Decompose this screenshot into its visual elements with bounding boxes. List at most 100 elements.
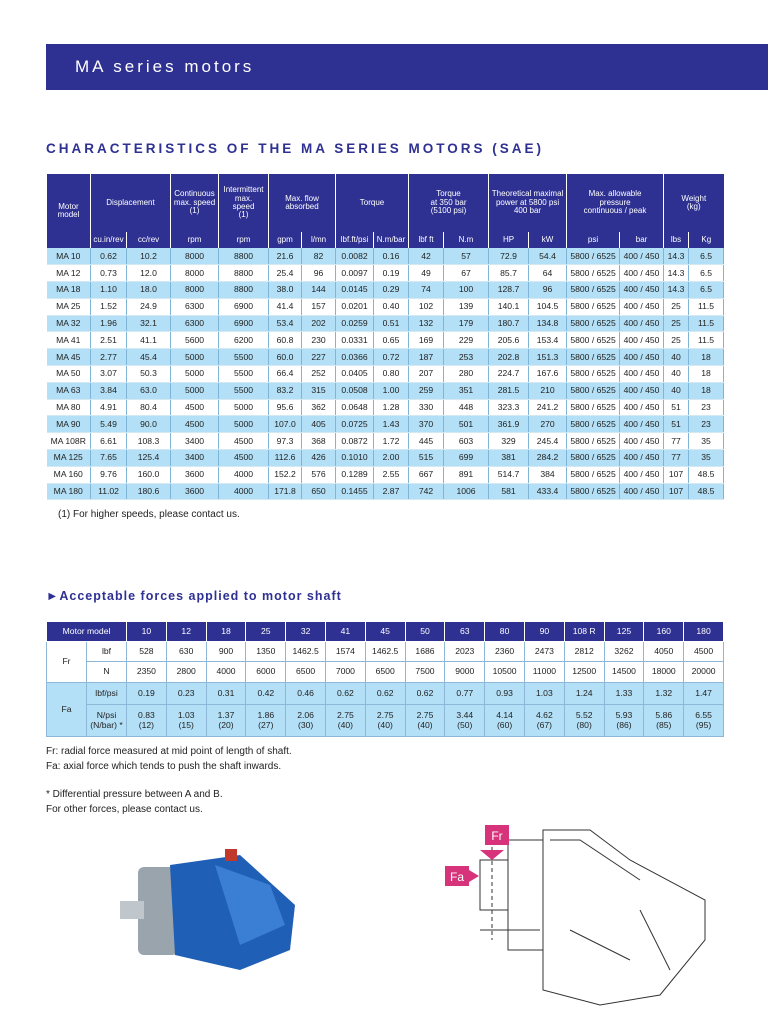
data-row: MA 80 4.91 80.4 4500 5000 95.6 362 0.0648 1.28 33… (46, 399, 725, 417)
cell: 6300 (170, 315, 219, 333)
cell: 32.1 (126, 315, 171, 333)
cell: 80.4 (126, 399, 171, 417)
cell: 38.0 (268, 281, 302, 299)
cell: 0.19 (126, 682, 167, 705)
cell: 1.37 (20) (205, 704, 247, 737)
cell: 41.4 (268, 298, 302, 316)
cell: 699 (443, 449, 490, 467)
motor-highlight (215, 865, 285, 945)
cell: 1.03 (15) (165, 704, 207, 737)
cell: 90.0 (126, 415, 171, 434)
cell: 400 / 450 (619, 415, 665, 434)
unit: cc/rev (126, 232, 171, 248)
cell: 180.6 (126, 483, 171, 501)
model-size: 10 (126, 621, 167, 642)
cell: 6200 (218, 331, 269, 350)
cell: 10500 (484, 661, 525, 683)
valve (225, 849, 237, 861)
cell: 501 (443, 415, 490, 434)
unit: gpm (268, 232, 302, 248)
cell: 11.5 (688, 331, 725, 350)
cell: 60.0 (268, 348, 302, 367)
cell: 1.86 (27) (245, 704, 287, 737)
cell: 8000 (170, 264, 219, 283)
cell: 0.40 (373, 298, 410, 316)
data-row: MA 90 5.49 90.0 4500 5000 107.0 405 0.0725 1.43 3… (46, 415, 725, 434)
cell: 77 (663, 449, 690, 467)
header-row: Motor model 10 12 18 25 32 41 45 50 63 80 90 108 R 12… (45, 621, 724, 642)
model-size: 12 (165, 621, 207, 642)
cell: 202.8 (488, 348, 530, 367)
cell: 9.76 (90, 466, 127, 484)
model-size: 63 (444, 621, 486, 642)
model-size: 25 (245, 621, 287, 642)
cell: 630 (165, 641, 207, 662)
unit: rpm (218, 232, 269, 248)
cell: 2.51 (90, 331, 127, 350)
cell: 4500 (218, 432, 269, 451)
cell: 5800 / 6525 (566, 432, 621, 451)
cell: 400 / 450 (619, 449, 665, 467)
cell: 0.0259 (335, 315, 375, 333)
cell: 241.2 (528, 399, 568, 417)
cell: 66.4 (268, 365, 302, 383)
header-row: Motor model Displacement Continuous max. s… (46, 174, 724, 248)
cell: 11.5 (688, 315, 725, 333)
data-row: MA 18 1.10 18.0 8000 8800 38.0 144 0.0145 0.29 74… (46, 281, 725, 299)
cell: 0.0201 (335, 298, 375, 316)
cell: 6900 (218, 315, 269, 333)
cell: 5800 / 6525 (566, 281, 621, 299)
cell: 11.5 (688, 298, 725, 316)
cell: 107 (663, 483, 690, 501)
cell: 18.0 (126, 281, 171, 299)
cell: 891 (443, 466, 490, 484)
cell: 74 (408, 281, 445, 299)
cell: 2473 (523, 641, 565, 662)
column-group: Intermittent max. speed (1) (218, 174, 269, 232)
cell: 63.0 (126, 382, 171, 400)
cell: 0.62 (90, 248, 127, 266)
cell: 35 (688, 432, 725, 451)
cell: 368 (301, 432, 337, 451)
cell: 5800 / 6525 (566, 348, 621, 367)
force-group: Fr (46, 641, 87, 683)
cell: 23 (688, 399, 725, 417)
cell: 51 (663, 399, 690, 417)
cell: 2812 (563, 641, 605, 662)
unit: lbs (663, 232, 689, 248)
cell: 8800 (218, 281, 269, 299)
cell: 381 (488, 449, 530, 467)
cell: 576 (301, 466, 337, 484)
cell: 40 (663, 365, 690, 383)
cell: 351 (443, 382, 490, 400)
force-unit: lbf/psi (85, 682, 128, 705)
forces-table: Motor model 10 12 18 25 32 41 45 50 63 80 90 108 R 12… (45, 621, 724, 737)
cell: 0.1010 (335, 449, 375, 467)
cell: 1.72 (373, 432, 410, 451)
cell: 2350 (126, 661, 167, 683)
cell: 25 (663, 298, 690, 316)
cell: 900 (205, 641, 247, 662)
cell: 400 / 450 (619, 248, 665, 266)
model-size: 180 (683, 621, 724, 642)
force-unit: N/psi (N/bar) * (85, 704, 128, 737)
cell: 1462.5 (285, 641, 326, 662)
cell: 528 (126, 641, 167, 662)
cell: 0.46 (285, 682, 326, 705)
cell: 4000 (205, 661, 247, 683)
cell: 361.9 (488, 415, 530, 434)
cell: 1.10 (90, 281, 127, 299)
cell: 0.0145 (335, 281, 375, 299)
cell: 24.9 (126, 298, 171, 316)
cell: 400 / 450 (619, 483, 665, 501)
cell: 2.00 (373, 449, 410, 467)
cell: 171.8 (268, 483, 302, 501)
section-title: CHARACTERISTICS OF THE MA SERIES MOTORS … (46, 141, 545, 156)
cell: 6300 (170, 298, 219, 316)
cell: 400 / 450 (619, 365, 665, 383)
data-row: MA 125 7.65 125.4 3400 4500 112.6 426 0.1010 2.0… (46, 449, 725, 467)
cell: 0.0725 (335, 415, 375, 434)
cell: 405 (301, 415, 337, 434)
unit-row: cu.in/rev cc/rev rpm rpm gpm l/mn lbf.ft/psi N.… (47, 232, 724, 248)
